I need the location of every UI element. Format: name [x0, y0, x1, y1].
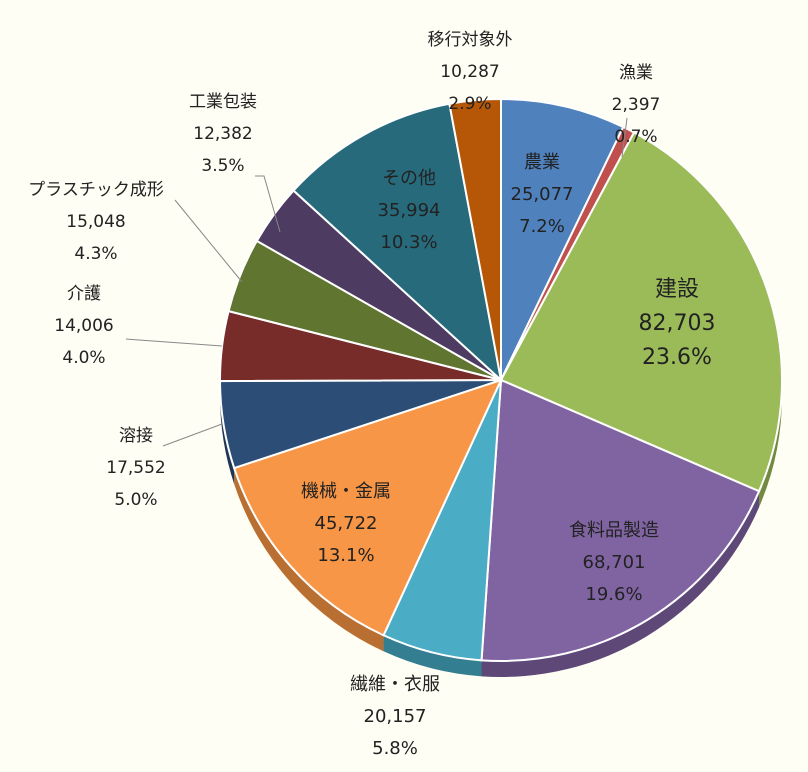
slice-label-name-3: 食料品製造 [569, 520, 659, 541]
slice-label-value-label-5: 45,722 [315, 513, 378, 534]
slice-label-name-6: 溶接 [119, 426, 153, 446]
slice-label-percent-10: 10.3% [380, 232, 437, 253]
leader-line-1 [621, 117, 628, 158]
slice-label-value-label-7: 14,006 [54, 316, 113, 336]
slice-label-percent-8: 4.3% [74, 244, 117, 264]
slice-label-value-label-10: 35,994 [378, 200, 441, 221]
slice-label-percent-4: 5.8% [372, 738, 418, 759]
pie-slice-5 [232, 378, 503, 637]
pie-slice-11 [448, 97, 502, 381]
slice-label-percent-3: 19.6% [585, 584, 642, 605]
pie-slice-0 [500, 97, 625, 381]
slice-label-value-label-3: 68,701 [583, 552, 646, 573]
leader-line-6 [162, 423, 223, 447]
leader-lines [125, 117, 628, 447]
slice-label-value-label-1: 2,397 [612, 95, 661, 115]
slice-label-percent-9: 3.5% [201, 156, 244, 176]
pie-slice-3 [480, 378, 761, 662]
slice-label-percent-5: 13.1% [317, 545, 374, 566]
slice-label-value-label-11: 10,287 [440, 62, 499, 82]
slice-label-name-1: 漁業 [619, 63, 653, 83]
slice-label-name-0: 農業 [524, 152, 560, 173]
slice-label-name-4: 繊維・衣服 [350, 674, 440, 695]
leader-line-9 [255, 175, 281, 233]
pie-slice-10 [292, 102, 503, 383]
slice-label-value-label-0: 25,077 [511, 184, 574, 205]
slice-label-value-label-8: 15,048 [66, 212, 125, 232]
slice-label-percent-11: 2.9% [448, 94, 491, 114]
slice-side-5 [234, 468, 384, 652]
slice-label-percent-0: 7.2% [519, 216, 565, 237]
slice-label-name-2: 建設 [655, 277, 699, 302]
slice-label-value-label-4: 20,157 [364, 706, 427, 727]
slice-label-name-10: その他 [382, 168, 436, 189]
slice-label-name-7: 介護 [67, 284, 101, 304]
pie-slices [218, 97, 783, 662]
slice-label-percent-1: 0.7% [614, 127, 657, 147]
slice-label-name-5: 機械・金属 [301, 481, 391, 502]
slice-label-percent-2: 23.6% [642, 345, 712, 370]
slice-labels: 農業 25,077 7.2% 漁業 2,397 0.7% 建設 82,703 23.6% 食料品製… [28, 30, 715, 759]
slice-label-value-label-2: 82,703 [639, 311, 716, 336]
slice-label-name-8: プラスチック成形 [28, 180, 164, 200]
slice-side-3 [481, 491, 760, 677]
leader-line-7 [125, 338, 223, 347]
slice-label-name-9: 工業包装 [189, 92, 257, 112]
slice-label-name-11: 移行対象外 [428, 30, 513, 50]
slice-side-2 [759, 380, 783, 508]
slice-label-percent-6: 5.0% [114, 490, 157, 510]
slice-label-value-label-6: 17,552 [106, 458, 165, 478]
pie-slice-2 [499, 131, 783, 493]
slice-label-percent-7: 4.0% [62, 348, 105, 368]
slice-label-value-label-9: 12,382 [193, 124, 252, 144]
leader-line-8 [174, 199, 243, 283]
